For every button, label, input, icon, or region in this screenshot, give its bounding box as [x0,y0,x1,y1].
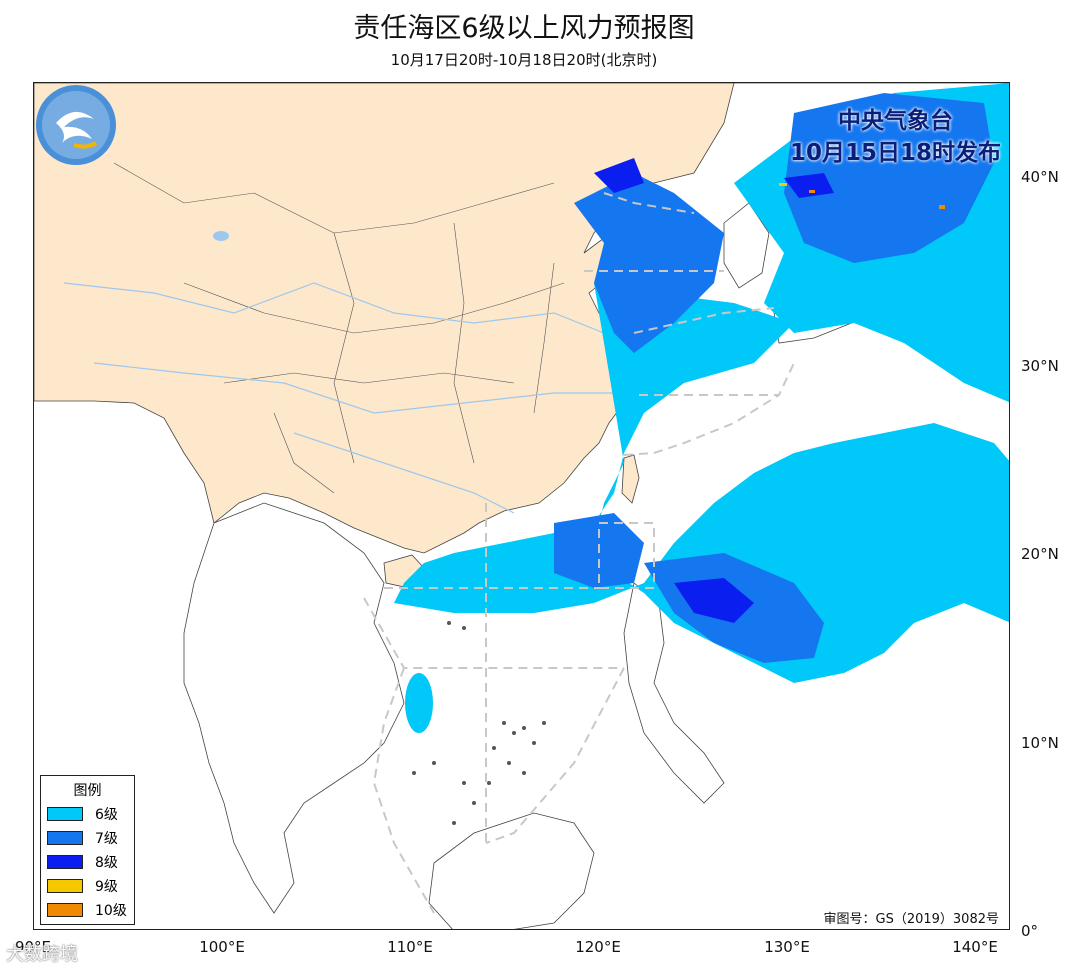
legend-swatch [47,879,83,893]
lat-label-40n: 40°N [1021,168,1059,186]
legend-swatch [47,831,83,845]
legend-label: 9级 [95,879,118,895]
watermark: 大数跨境 [6,944,78,965]
legend-item-level7: 7级 [41,826,134,850]
map-area[interactable]: 中央气象台 10月15日18时发布 图例 6级 7级 8级 9级 [33,82,1010,930]
borneo-outline [428,812,595,929]
legend-swatch [47,807,83,821]
issuer-label: 中央气象台 10月15日18时发布 [790,105,1001,169]
legend-item-level10: 10级 [41,898,134,922]
lat-label-10n: 10°N [1021,734,1059,752]
lon-label-90e: 90°E [14,938,52,956]
spratly-islands [412,621,546,825]
lon-label-130e: 130°E [764,938,810,956]
legend-label: 10级 [95,903,127,919]
legend-item-level8: 8级 [41,850,134,874]
china-landmass [34,83,1009,554]
legend-label: 7级 [95,831,118,847]
cma-logo-icon [36,85,116,165]
legend-title: 图例 [73,783,102,799]
lon-label-140e: 140°E [952,938,998,956]
issuer-line1: 中央气象台 [837,108,953,134]
province-boundaries [113,162,565,494]
sea-zone-lines [363,192,795,914]
lon-label-120e: 120°E [575,938,621,956]
lat-label-30n: 30°N [1021,357,1059,375]
indochina-outline [183,502,405,914]
wind-zone-level8 [594,158,834,623]
page-title: 责任海区6级以上风力预报图 [353,13,695,44]
lat-label-0: 0° [1021,922,1039,940]
legend-swatch [47,855,83,869]
lon-label-110e: 110°E [387,938,433,956]
taiwan-island [621,454,640,504]
rivers [63,282,614,514]
philippines-islands [623,582,725,804]
map-legend: 图例 6级 7级 8级 9级 10级 [40,775,135,925]
wind-zone-level9-10 [779,183,945,209]
legend-item-level9: 9级 [41,874,134,898]
lon-label-100e: 100°E [199,938,245,956]
legend-swatch [47,903,83,917]
qinghai-lake [213,231,229,241]
page-subtitle: 10月17日20时-10月18日20时(北京时) [390,51,658,69]
approval-number: 审图号：GS（2019）3082号 [823,908,999,927]
lat-label-20n: 20°N [1021,545,1059,563]
issuer-line2: 10月15日18时发布 [789,140,1001,166]
map-svg [34,83,1009,929]
legend-label: 8级 [95,855,118,871]
legend-item-level6: 6级 [41,802,134,826]
legend-label: 6级 [95,807,118,823]
